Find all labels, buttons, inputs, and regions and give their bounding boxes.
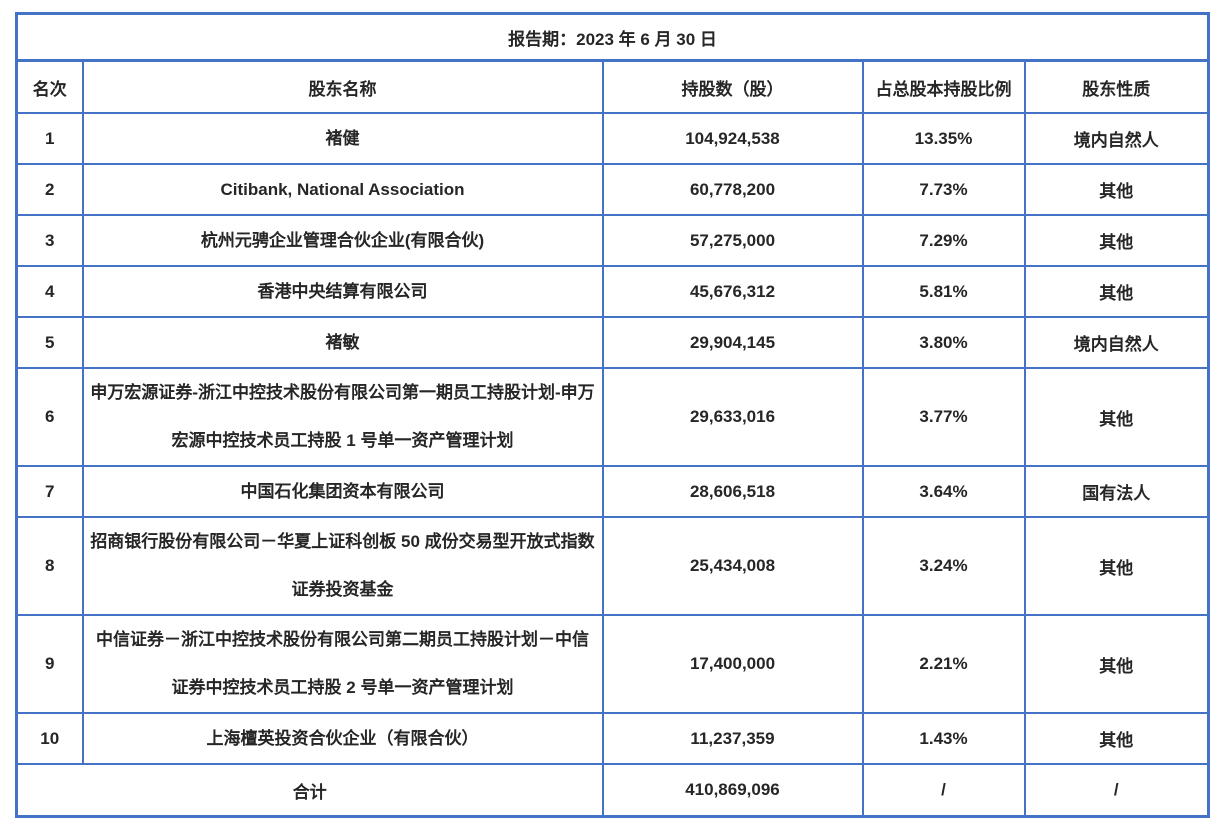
- cell-rank: 8: [15, 516, 84, 616]
- table-row: 8 招商银行股份有限公司－华夏上证科创板 50 成份交易型开放式指数证券投资基金 2…: [15, 516, 1210, 616]
- cell-pct: 1.43%: [861, 712, 1026, 765]
- total-shares: 410,869,096: [601, 763, 864, 818]
- cell-name: 上海檀英投资合伙企业（有限合伙）: [81, 712, 604, 765]
- cell-pct: 5.81%: [861, 265, 1026, 318]
- cell-shares: 28,606,518: [601, 465, 864, 518]
- table-row: 1 褚健 104,924,538 13.35% 境内自然人: [15, 112, 1210, 165]
- cell-shares: 17,400,000: [601, 614, 864, 714]
- table-row: 6 申万宏源证券-浙江中控技术股份有限公司第一期员工持股计划-申万宏源中控技术员工…: [15, 367, 1210, 467]
- cell-rank: 4: [15, 265, 84, 318]
- total-nature: /: [1023, 763, 1210, 818]
- cell-name: 招商银行股份有限公司－华夏上证科创板 50 成份交易型开放式指数证券投资基金: [81, 516, 604, 616]
- cell-rank: 9: [15, 614, 84, 714]
- shareholders-table: 报告期：2023 年 6 月 30 日 名次 股东名称 持股数（股） 占总股本持…: [15, 12, 1211, 818]
- cell-nature: 其他: [1023, 163, 1210, 216]
- column-header-shares: 持股数（股）: [601, 59, 864, 114]
- cell-pct: 7.73%: [861, 163, 1026, 216]
- total-percentage: /: [861, 763, 1026, 818]
- total-row: 合计 410,869,096 / /: [15, 763, 1210, 818]
- cell-shares: 29,904,145: [601, 316, 864, 369]
- cell-rank: 6: [15, 367, 84, 467]
- cell-name: 中国石化集团资本有限公司: [81, 465, 604, 518]
- cell-pct: 3.24%: [861, 516, 1026, 616]
- cell-pct: 3.80%: [861, 316, 1026, 369]
- table-row: 4 香港中央结算有限公司 45,676,312 5.81% 其他: [15, 265, 1210, 318]
- cell-name: 中信证券－浙江中控技术股份有限公司第二期员工持股计划－中信证券中控技术员工持股 …: [81, 614, 604, 714]
- cell-nature: 其他: [1023, 265, 1210, 318]
- table-row: 9 中信证券－浙江中控技术股份有限公司第二期员工持股计划－中信证券中控技术员工持股…: [15, 614, 1210, 714]
- cell-nature: 其他: [1023, 614, 1210, 714]
- table-row: 10 上海檀英投资合伙企业（有限合伙） 11,237,359 1.43% 其他: [15, 712, 1210, 765]
- report-period-row: 报告期：2023 年 6 月 30 日: [15, 12, 1210, 62]
- column-header-name: 股东名称: [81, 59, 604, 114]
- table-row: 7 中国石化集团资本有限公司 28,606,518 3.64% 国有法人: [15, 465, 1210, 518]
- cell-nature: 其他: [1023, 516, 1210, 616]
- cell-shares: 11,237,359: [601, 712, 864, 765]
- cell-nature: 其他: [1023, 712, 1210, 765]
- report-period-label: 报告期：2023 年 6 月 30 日: [15, 12, 1210, 62]
- cell-shares: 57,275,000: [601, 214, 864, 267]
- cell-rank: 5: [15, 316, 84, 369]
- cell-pct: 7.29%: [861, 214, 1026, 267]
- cell-pct: 3.64%: [861, 465, 1026, 518]
- column-header-rank: 名次: [15, 59, 84, 114]
- column-header-percentage: 占总股本持股比例: [861, 59, 1026, 114]
- shareholder-table-body: 1 褚健 104,924,538 13.35% 境内自然人 2 Citibank, Nati…: [15, 112, 1210, 765]
- cell-rank: 7: [15, 465, 84, 518]
- cell-rank: 10: [15, 712, 84, 765]
- cell-shares: 60,778,200: [601, 163, 864, 216]
- cell-name: 褚敏: [81, 316, 604, 369]
- cell-shares: 25,434,008: [601, 516, 864, 616]
- cell-nature: 境内自然人: [1023, 316, 1210, 369]
- cell-shares: 45,676,312: [601, 265, 864, 318]
- column-header-nature: 股东性质: [1023, 59, 1210, 114]
- cell-name: Citibank, National Association: [81, 163, 604, 216]
- cell-shares: 104,924,538: [601, 112, 864, 165]
- cell-nature: 国有法人: [1023, 465, 1210, 518]
- table-row: 2 Citibank, National Association 60,778,20…: [15, 163, 1210, 216]
- cell-nature: 境内自然人: [1023, 112, 1210, 165]
- cell-pct: 3.77%: [861, 367, 1026, 467]
- cell-name: 香港中央结算有限公司: [81, 265, 604, 318]
- table-row: 5 褚敏 29,904,145 3.80% 境内自然人: [15, 316, 1210, 369]
- cell-name: 杭州元骋企业管理合伙企业(有限合伙): [81, 214, 604, 267]
- column-header-row: 名次 股东名称 持股数（股） 占总股本持股比例 股东性质: [15, 59, 1210, 114]
- cell-nature: 其他: [1023, 367, 1210, 467]
- table-row: 3 杭州元骋企业管理合伙企业(有限合伙) 57,275,000 7.29% 其他: [15, 214, 1210, 267]
- cell-pct: 13.35%: [861, 112, 1026, 165]
- cell-name: 褚健: [81, 112, 604, 165]
- cell-pct: 2.21%: [861, 614, 1026, 714]
- cell-rank: 2: [15, 163, 84, 216]
- cell-nature: 其他: [1023, 214, 1210, 267]
- cell-rank: 1: [15, 112, 84, 165]
- cell-shares: 29,633,016: [601, 367, 864, 467]
- cell-rank: 3: [15, 214, 84, 267]
- total-label: 合计: [15, 763, 604, 818]
- cell-name: 申万宏源证券-浙江中控技术股份有限公司第一期员工持股计划-申万宏源中控技术员工持…: [81, 367, 604, 467]
